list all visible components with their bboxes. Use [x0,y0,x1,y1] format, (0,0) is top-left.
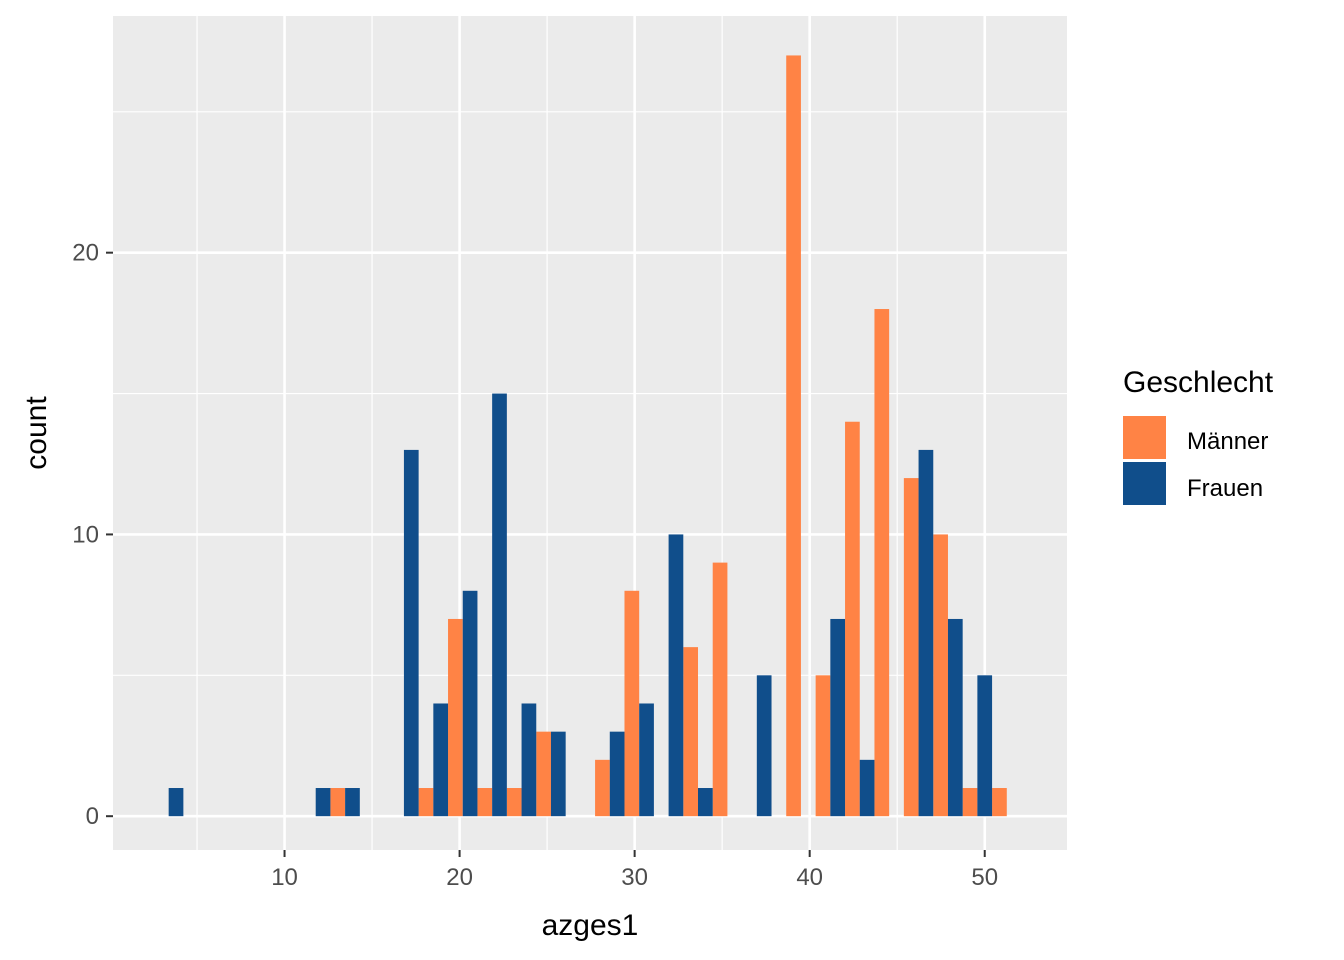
bar-frauen [947,618,963,817]
bar-maenner [448,618,463,817]
bar-frauen [550,731,566,817]
bar-frauen [977,675,993,817]
bar-frauen [609,731,625,817]
bar-frauen [521,703,537,817]
x-tick-label: 30 [621,864,648,891]
bar-frauen [492,393,507,817]
x-tick-label: 10 [271,864,298,891]
x-axis-title: azges1 [542,909,639,942]
bar-frauen [756,675,772,817]
legend-key-frauen [1123,462,1166,505]
bar-frauen [859,759,875,817]
bar-frauen [168,788,184,817]
y-tick-label: 10 [72,521,99,548]
legend: Geschlecht Männer Frauen [1123,366,1274,505]
bar-maenner [903,478,919,817]
bar-maenner [330,788,346,817]
bar-maenner [874,309,890,817]
y-axis-ticks: 0 10 20 [72,240,113,830]
y-axis-title: count [20,396,53,470]
bar-frauen [403,449,419,817]
bar-frauen [639,703,654,817]
bar-frauen [315,788,331,817]
bar-frauen [668,534,684,817]
bar-frauen [433,703,449,817]
bar-frauen [830,618,846,817]
bar-maenner [992,788,1007,817]
x-axis-ticks: 10 20 30 40 50 [271,850,998,891]
bar-maenner [962,788,978,817]
bar-maenner [595,759,610,817]
bar-maenner [536,731,551,817]
bar-maenner [477,788,493,817]
x-tick-label: 20 [446,864,473,891]
x-tick-label: 40 [796,864,823,891]
bar-maenner [418,788,434,817]
bar-maenner [815,675,831,817]
y-tick-label: 20 [72,240,99,267]
bar-maenner [786,55,801,817]
bar-maenner [712,562,728,817]
bar-frauen [462,590,478,817]
bar-maenner [933,534,948,817]
legend-label-maenner: Männer [1187,428,1268,455]
bar-maenner [506,788,522,817]
bar-frauen [698,788,713,817]
legend-title: Geschlecht [1123,366,1274,399]
bar-maenner [845,421,860,817]
y-tick-label: 0 [86,803,99,830]
bar-frauen [918,449,934,817]
bars [168,55,1007,817]
bar-frauen [345,788,360,817]
legend-label-frauen: Frauen [1187,475,1263,502]
bar-maenner [683,647,699,817]
x-tick-label: 50 [971,864,998,891]
legend-key-maenner [1123,416,1166,459]
bar-maenner [624,590,640,817]
